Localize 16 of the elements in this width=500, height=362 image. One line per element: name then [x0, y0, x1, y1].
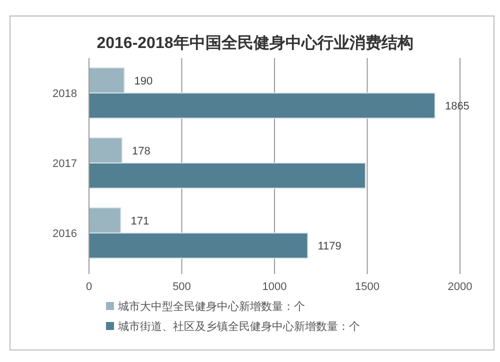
data-label: 178: [132, 145, 150, 158]
chart-title: 2016-2018年中国全民健身中心行业消费结构: [96, 33, 414, 52]
x-tick-label: 0: [86, 281, 92, 293]
y-tick-label: 2017: [52, 158, 77, 170]
x-tick-label: 1500: [355, 281, 380, 293]
x-tick-label: 2000: [448, 281, 472, 293]
x-tick-label: 1000: [262, 281, 287, 293]
y-tick-label: 2016: [52, 228, 77, 240]
legend-label: 城市大中型全民健身中心新增数量：个: [117, 300, 305, 313]
data-label: 1865: [444, 100, 470, 113]
y-tick-label: 2018: [52, 88, 77, 100]
data-label: 190: [134, 75, 153, 88]
data-label: 1179: [318, 240, 342, 253]
x-tick-label: 500: [172, 281, 191, 293]
legend-label: 城市街道、社区及乡镇全民健身中心新增数量：个: [117, 320, 360, 333]
data-label: 171: [130, 215, 150, 228]
